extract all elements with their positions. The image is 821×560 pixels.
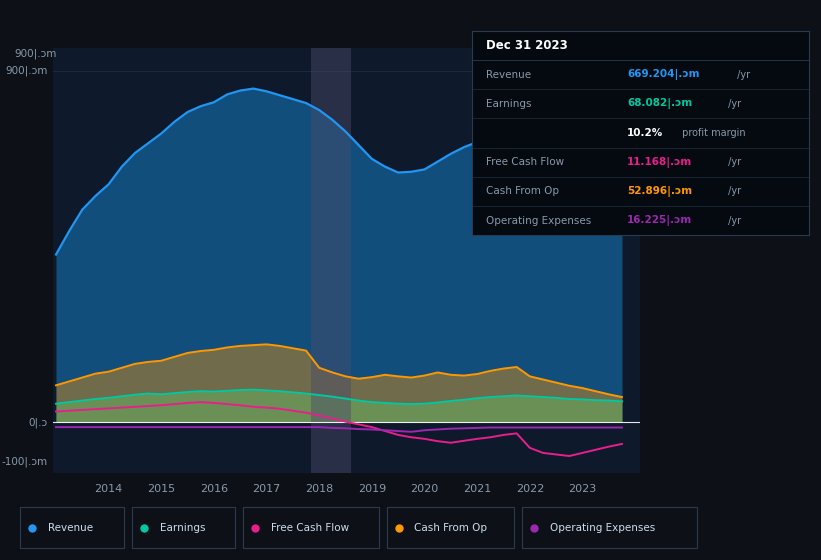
Text: Earnings: Earnings [485,99,531,109]
Text: Dec 31 2023: Dec 31 2023 [485,39,567,52]
Text: Earnings: Earnings [159,522,205,533]
Text: Operating Expenses: Operating Expenses [485,216,591,226]
Text: 669.204|.ɔm: 669.204|.ɔm [627,69,699,80]
Text: /yr: /yr [734,69,750,80]
Text: /yr: /yr [724,216,741,226]
Text: -100|.ɔm: -100|.ɔm [2,456,48,466]
Text: 11.168|.ɔm: 11.168|.ɔm [627,157,692,167]
Text: 900|.ɔm: 900|.ɔm [5,66,48,76]
Text: /yr: /yr [724,186,741,197]
Text: Cash From Op: Cash From Op [415,522,488,533]
Text: Revenue: Revenue [485,69,530,80]
Text: /yr: /yr [724,99,741,109]
Text: 68.082|.ɔm: 68.082|.ɔm [627,99,692,109]
Text: profit margin: profit margin [679,128,745,138]
Text: 0|.ɔ: 0|.ɔ [29,417,48,428]
Text: Free Cash Flow: Free Cash Flow [485,157,564,167]
Text: 900|.ɔm: 900|.ɔm [15,48,57,59]
Bar [311,48,351,473]
Text: Free Cash Flow: Free Cash Flow [271,522,349,533]
Text: Cash From Op: Cash From Op [485,186,558,197]
Text: Operating Expenses: Operating Expenses [550,522,655,533]
Text: /yr: /yr [724,157,741,167]
Text: 52.896|.ɔm: 52.896|.ɔm [627,186,692,197]
Text: 10.2%: 10.2% [627,128,663,138]
Text: 16.225|.ɔm: 16.225|.ɔm [627,215,692,226]
Text: Revenue: Revenue [48,522,94,533]
